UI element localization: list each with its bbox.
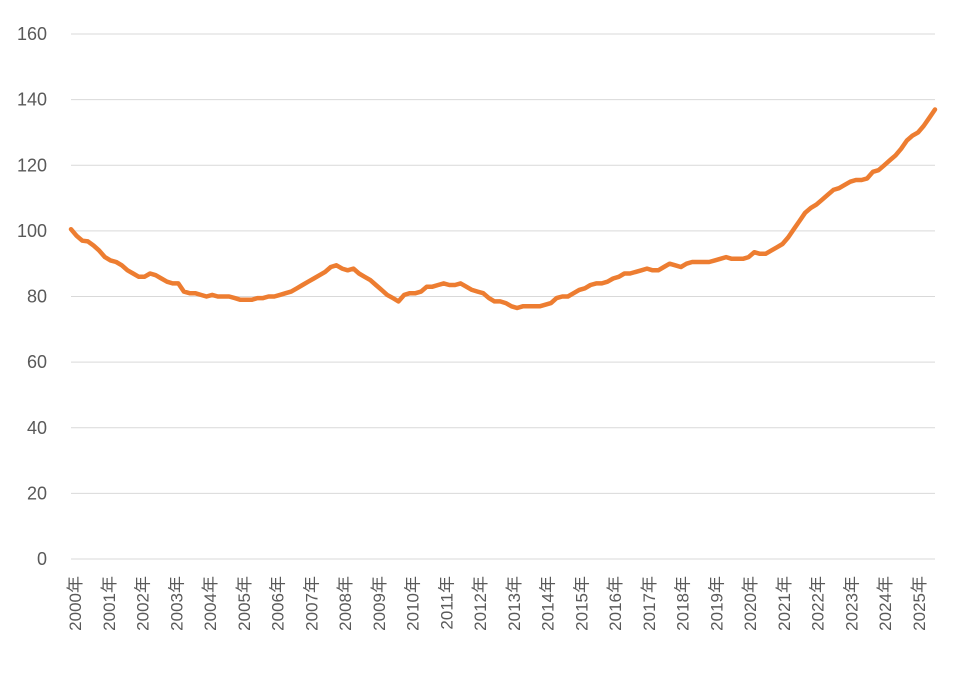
x-tick-label: 2017年	[640, 576, 659, 631]
x-tick-label: 2001年	[100, 576, 119, 631]
x-tick-label: 2012年	[471, 576, 490, 631]
x-tick-label: 2016年	[606, 576, 625, 631]
x-tick-label: 2008年	[336, 576, 355, 631]
x-tick-label: 2013年	[505, 576, 524, 631]
y-tick-label: 100	[17, 221, 47, 241]
y-tick-label: 0	[37, 549, 47, 569]
x-tick-label: 2000年	[66, 576, 85, 631]
series-line-0	[68, 107, 938, 311]
y-tick-label: 80	[27, 287, 47, 307]
x-tick-label: 2014年	[539, 576, 558, 631]
x-tick-label: 2019年	[707, 576, 726, 631]
x-tick-label: 2010年	[404, 576, 423, 631]
y-tick-label: 60	[27, 352, 47, 372]
x-tick-label: 2024年	[876, 576, 895, 631]
x-tick-label: 2018年	[674, 576, 693, 631]
x-tick-label: 2021年	[775, 576, 794, 631]
x-tick-label: 2011年	[437, 576, 456, 630]
x-tick-label: 2022年	[809, 576, 828, 631]
y-axis-ticks: 0 20 40 60 80 100 120 140 160	[17, 24, 47, 569]
y-tick-label: 140	[17, 90, 47, 110]
y-tick-label: 40	[27, 418, 47, 438]
x-tick-label: 2004年	[201, 576, 220, 631]
y-tick-label: 20	[27, 483, 47, 503]
x-tick-label: 2015年	[572, 576, 591, 631]
x-tick-label: 2002年	[134, 576, 153, 631]
x-axis-ticks: 2000年 2001年 2002年 2003年 2004年 2005年 2006年 2007年…	[66, 576, 929, 631]
x-tick-label: 2006年	[269, 576, 288, 631]
x-tick-label: 2009年	[370, 576, 389, 631]
x-tick-label: 2007年	[302, 576, 321, 631]
series-layer	[68, 107, 938, 311]
x-tick-label: 2023年	[842, 576, 861, 631]
x-tick-label: 2005年	[235, 576, 254, 631]
x-tick-label: 2020年	[741, 576, 760, 631]
y-tick-label: 160	[17, 24, 47, 44]
x-tick-label: 2025年	[910, 576, 929, 631]
x-tick-label: 2003年	[167, 576, 186, 631]
y-tick-label: 120	[17, 155, 47, 175]
